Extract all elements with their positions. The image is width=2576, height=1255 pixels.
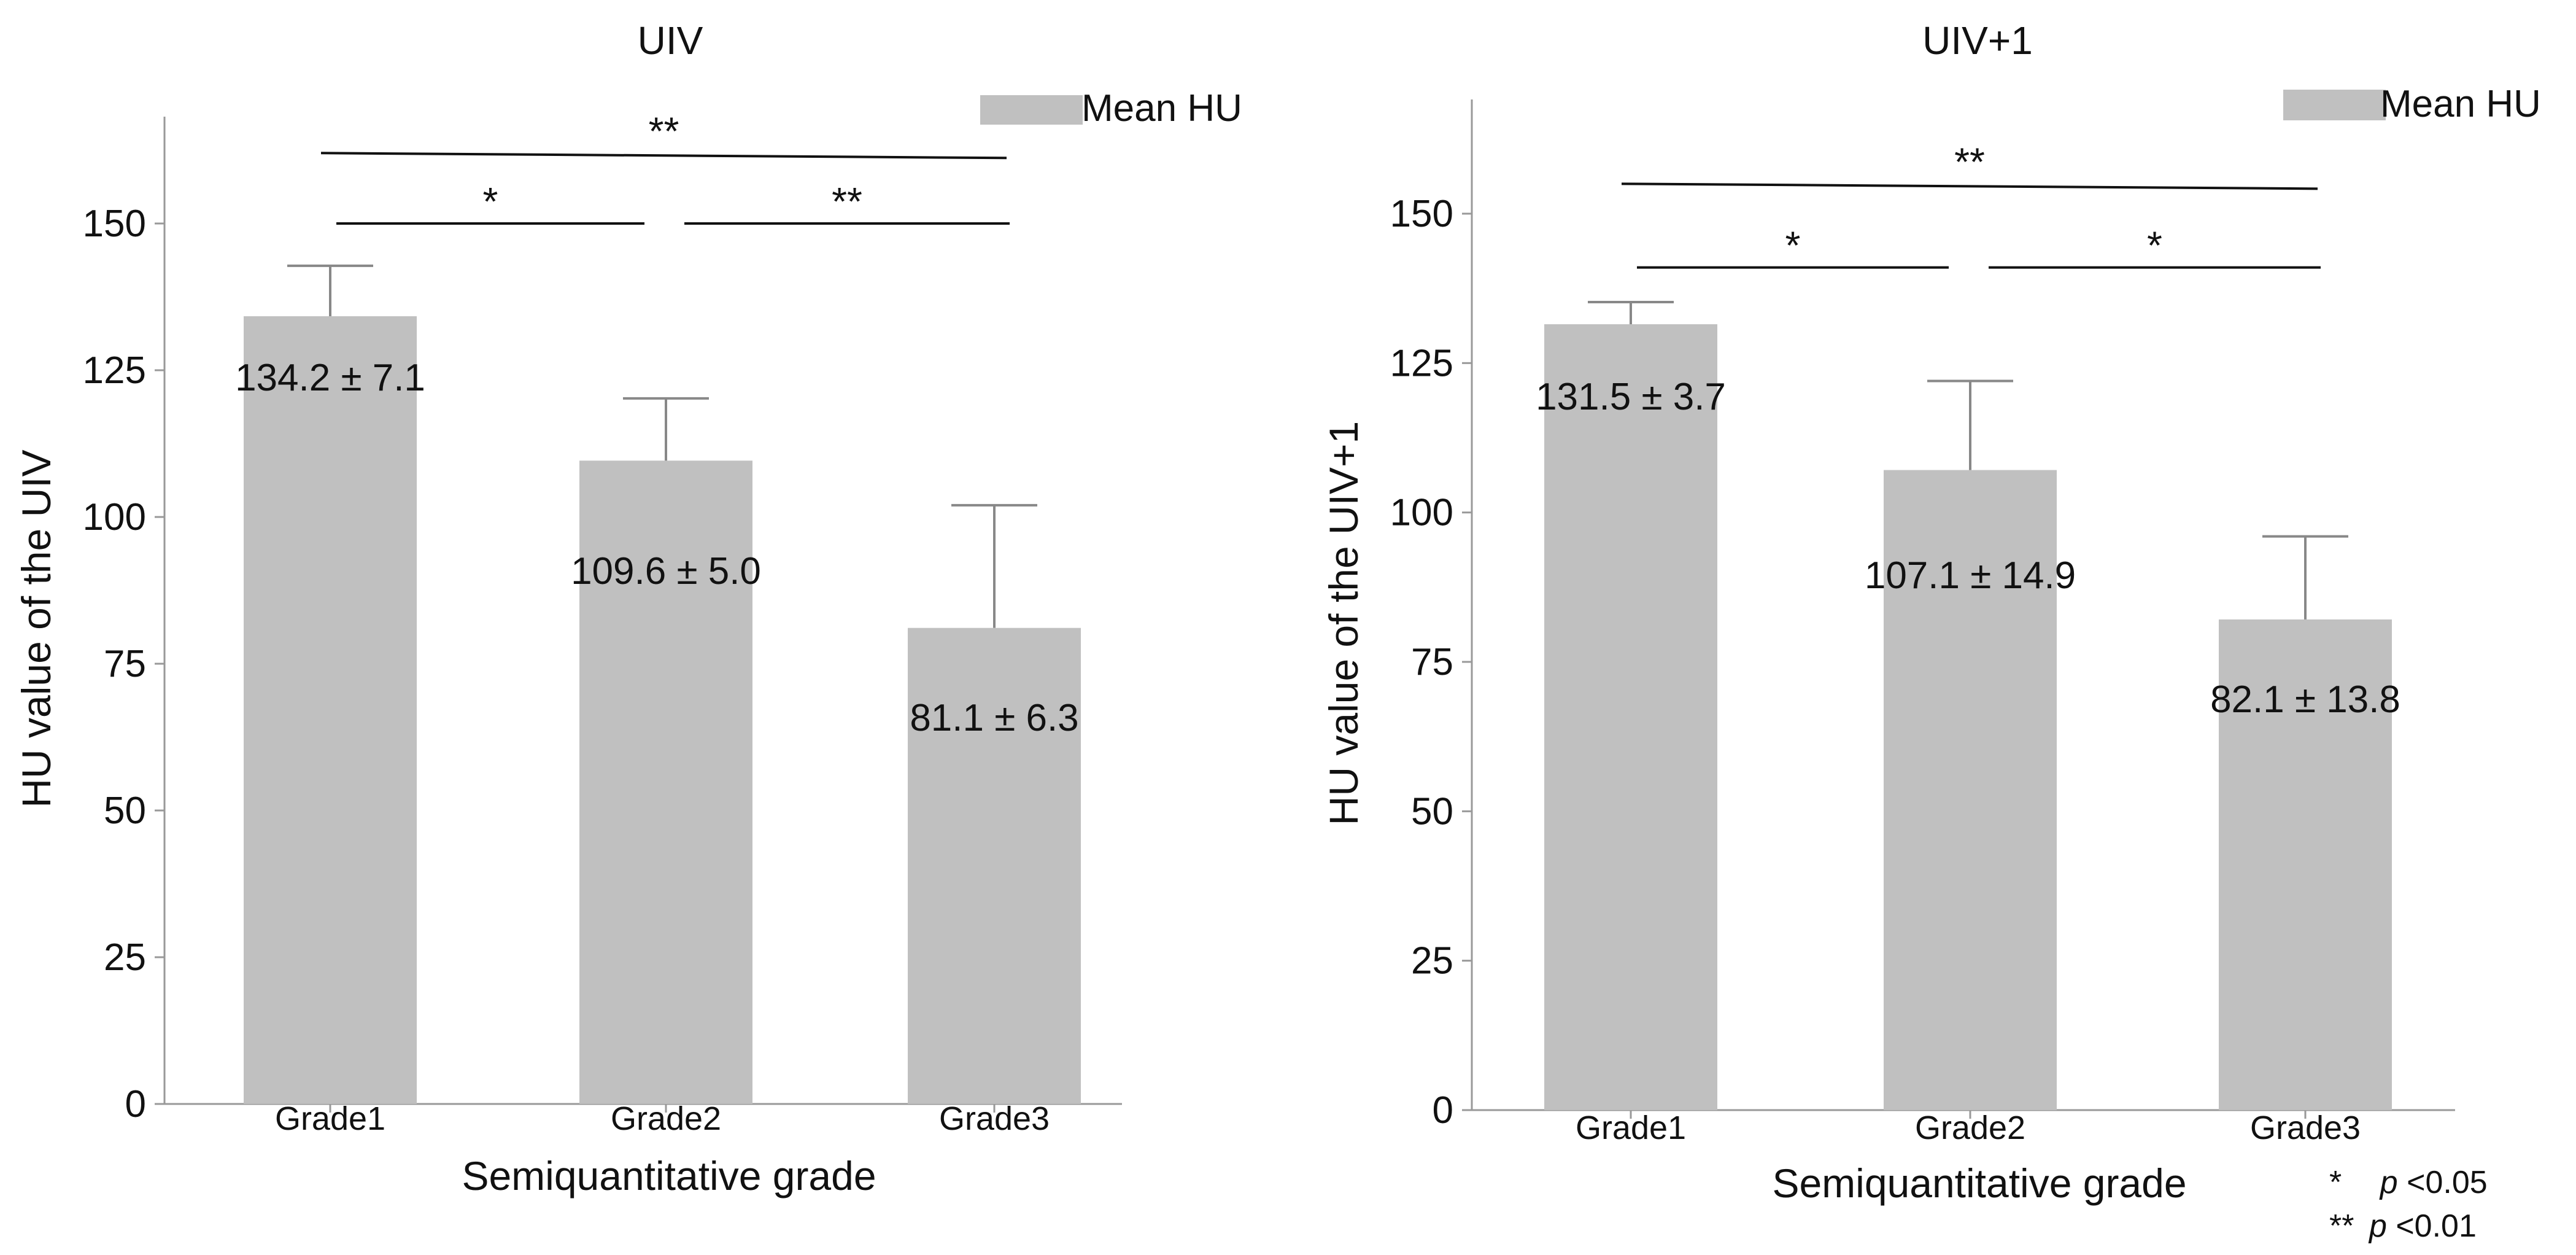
data-label: 82.1 ± 13.8 <box>2210 678 2400 721</box>
significance-stars: * <box>2147 223 2162 268</box>
legend: Mean HU <box>980 87 1242 130</box>
x-tick-label: Grade3 <box>2250 1109 2361 1146</box>
bar <box>1884 470 2057 1110</box>
x-tick-label: Grade1 <box>275 1100 385 1137</box>
footnote-stars: * <box>2329 1165 2342 1200</box>
chart-panel-uiv: UIV 0 25 50 75 100 125 150 Grade1 134.2 ± 7.1 Grad… <box>14 18 1242 1199</box>
legend-label: Mean HU <box>1081 87 1242 130</box>
chart-title: UIV+1 <box>1922 18 2033 63</box>
legend-swatch <box>2283 90 2386 120</box>
footnote-p: p <box>2368 1208 2387 1244</box>
significance-stars: * <box>1785 223 1801 268</box>
y-tick-label: 150 <box>1390 193 1453 235</box>
chart-panel-uiv-plus-1: UIV+1 0 25 50 75 100 125 150 Grade1 131.5 ± 3.7 Gr… <box>1321 18 2541 1206</box>
data-label: 81.1 ± 6.3 <box>910 697 1078 739</box>
y-tick-label: 150 <box>83 203 146 245</box>
footnote-threshold: <0.05 <box>2407 1165 2488 1200</box>
bar <box>908 628 1081 1104</box>
y-tick-label: 0 <box>125 1083 146 1125</box>
footnote-threshold: <0.01 <box>2396 1208 2477 1244</box>
y-tick-label: 75 <box>104 643 146 685</box>
footnote-stars: ** <box>2329 1208 2354 1244</box>
significance-footnote: * p <0.05 ** p <0.01 <box>2329 1165 2488 1244</box>
y-tick-label: 100 <box>83 496 146 538</box>
y-tick-label: 50 <box>104 790 146 832</box>
significance-bracket <box>320 152 1007 160</box>
y-tick-label: 75 <box>1411 641 1453 683</box>
y-tick-label: 100 <box>1390 492 1453 534</box>
bar <box>244 316 417 1104</box>
y-tick-label: 0 <box>1433 1089 1453 1132</box>
significance-stars: ** <box>649 109 679 153</box>
x-axis-title: Semiquantitative grade <box>1772 1160 2186 1206</box>
y-axis-title: HU value of the UIV+1 <box>1321 421 1366 826</box>
bar <box>579 460 752 1104</box>
data-label: 131.5 ± 3.7 <box>1536 376 1726 418</box>
y-tick-label: 25 <box>104 936 146 979</box>
data-label: 107.1 ± 14.9 <box>1865 554 2076 597</box>
significance-stars: * <box>483 179 498 223</box>
legend-label: Mean HU <box>2380 83 2541 125</box>
legend: Mean HU <box>2283 83 2541 125</box>
bar <box>1544 324 1717 1110</box>
data-label: 109.6 ± 5.0 <box>571 550 761 593</box>
y-tick-label: 25 <box>1411 940 1453 982</box>
y-axis-title: HU value of the UIV <box>14 449 59 807</box>
significance-bracket <box>1621 182 2318 190</box>
footnote-line-p001: ** p <0.01 <box>2329 1208 2477 1244</box>
significance-stars: ** <box>832 179 862 223</box>
x-tick-label: Grade1 <box>1576 1109 1686 1146</box>
x-tick-label: Grade3 <box>939 1100 1050 1137</box>
x-tick-label: Grade2 <box>611 1100 721 1137</box>
bar <box>2219 619 2392 1110</box>
x-axis-title: Semiquantitative grade <box>462 1153 876 1199</box>
y-tick-label: 50 <box>1411 790 1453 833</box>
significance-stars: ** <box>1954 139 1985 184</box>
footnote-p: p <box>2379 1165 2398 1200</box>
data-label: 134.2 ± 7.1 <box>235 357 425 399</box>
legend-swatch <box>980 95 1083 125</box>
x-tick-label: Grade2 <box>1915 1109 2025 1146</box>
y-tick-label: 125 <box>1390 342 1453 384</box>
footnote-line-p005: * p <0.05 <box>2329 1165 2488 1200</box>
chart-title: UIV <box>638 18 703 63</box>
y-tick-label: 125 <box>83 349 146 392</box>
